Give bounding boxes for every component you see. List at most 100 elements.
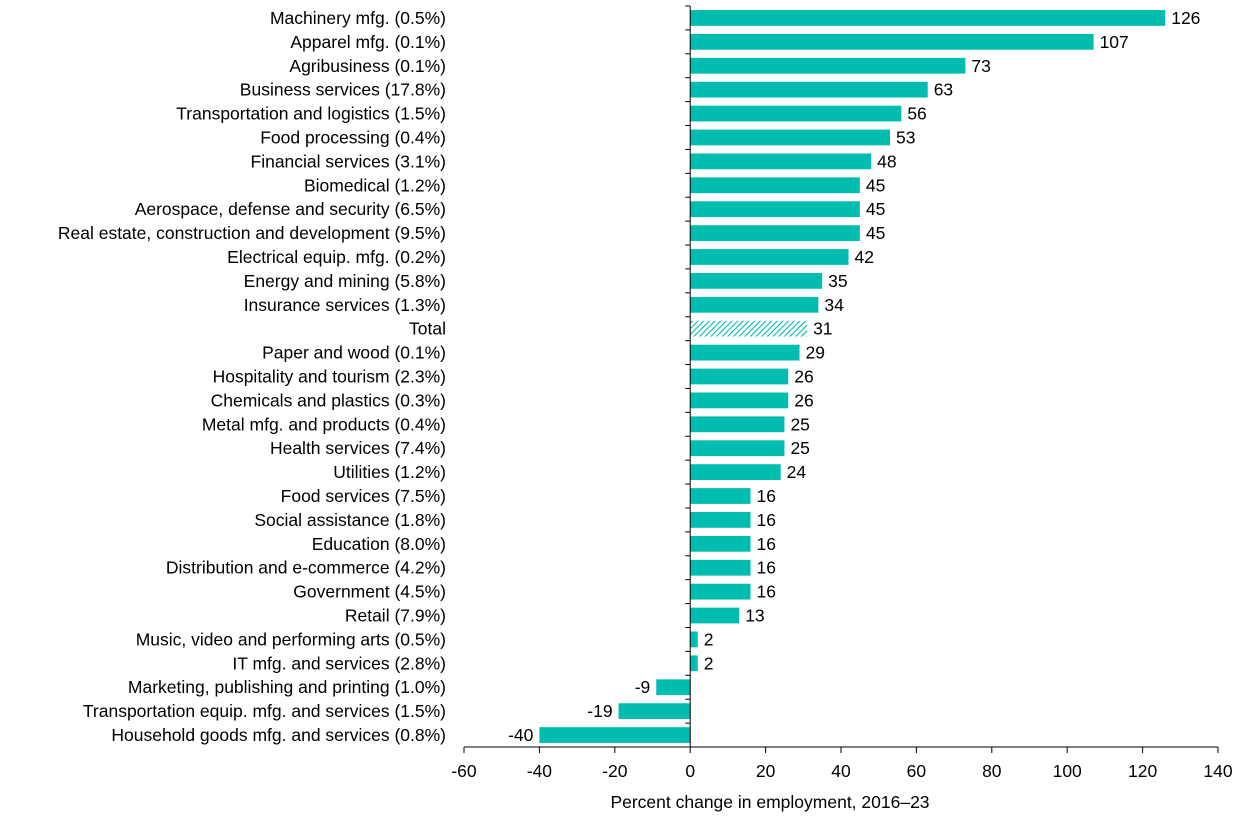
bar: [690, 57, 966, 74]
value-label: 73: [971, 56, 990, 76]
category-label: Electrical equip. mfg. (0.2%): [227, 247, 446, 267]
x-tick-label: -40: [527, 761, 553, 781]
value-label: 53: [896, 127, 915, 147]
category-label: Utilities (1.2%): [333, 462, 446, 482]
bar-total: [690, 320, 808, 337]
bar: [690, 416, 785, 433]
bar: [690, 105, 902, 122]
category-label: Household goods mfg. and services (0.8%): [111, 725, 446, 745]
bar: [539, 727, 691, 743]
axes-layer: [463, 5, 1219, 753]
x-tick-label: 140: [1203, 761, 1232, 781]
value-label: 35: [828, 271, 847, 291]
bar: [690, 225, 860, 241]
category-label: Food services (7.5%): [281, 486, 446, 506]
x-tick-label: 20: [756, 761, 776, 781]
category-label: Energy and mining (5.8%): [244, 271, 446, 291]
labels-layer: Machinery mfg. (0.5%) 126 Apparel mfg. (0.…: [58, 8, 1233, 781]
x-tick-label: 80: [982, 761, 1002, 781]
value-label: 16: [757, 582, 776, 602]
bar: [690, 488, 751, 504]
bar: [690, 129, 891, 146]
x-tick-label: 100: [1053, 761, 1082, 781]
x-tick-label: 0: [685, 761, 695, 781]
x-tick-label: -60: [451, 761, 477, 781]
value-label: 45: [866, 175, 885, 195]
bar: [690, 177, 860, 194]
category-label: Agribusiness (0.1%): [289, 56, 446, 76]
bar: [690, 33, 1094, 50]
value-label: 13: [745, 606, 764, 626]
value-label: 48: [877, 151, 896, 171]
value-label: 16: [757, 558, 776, 578]
bar: [690, 535, 751, 552]
category-label: Marketing, publishing and printing (1.0%…: [128, 677, 446, 697]
category-label: Apparel mfg. (0.1%): [290, 32, 446, 52]
category-label: Total: [409, 319, 446, 339]
category-label: Government (4.5%): [293, 582, 446, 602]
bar: [690, 153, 872, 170]
value-label: 42: [855, 247, 874, 267]
value-label: 2: [704, 653, 714, 673]
value-label: 63: [934, 80, 953, 100]
category-label: Music, video and performing arts (0.5%): [136, 629, 446, 649]
value-label: 107: [1100, 32, 1129, 52]
bar: [690, 583, 751, 600]
x-tick-label: 40: [831, 761, 851, 781]
bar: [690, 440, 785, 457]
x-tick-label: 60: [907, 761, 927, 781]
bar: [690, 10, 1166, 26]
value-label: 56: [907, 104, 926, 124]
value-label: 2: [704, 629, 714, 649]
bar: [690, 392, 789, 409]
category-label: Real estate, construction and developmen…: [58, 223, 446, 243]
bar: [690, 296, 819, 313]
category-label: Hospitality and tourism (2.3%): [213, 367, 446, 387]
x-tick-label: 120: [1128, 761, 1157, 781]
value-label: 26: [794, 390, 813, 410]
category-label: Machinery mfg. (0.5%): [270, 8, 446, 28]
bar: [690, 631, 698, 648]
category-label: Transportation and logistics (1.5%): [176, 104, 446, 124]
category-label: Business services (17.8%): [240, 80, 446, 100]
value-label: 25: [790, 414, 809, 434]
value-label: 45: [866, 223, 885, 243]
bar: [690, 201, 860, 218]
category-label: Health services (7.4%): [270, 438, 446, 458]
category-label: Financial services (3.1%): [251, 151, 446, 171]
category-label: Chemicals and plastics (0.3%): [211, 390, 446, 410]
category-label: Transportation equip. mfg. and services …: [83, 701, 446, 721]
bars-layer: [539, 10, 1166, 743]
value-label: 26: [794, 367, 813, 387]
bar: [618, 703, 691, 720]
value-label: 16: [757, 510, 776, 530]
category-label: IT mfg. and services (2.8%): [232, 653, 446, 673]
category-label: Social assistance (1.8%): [254, 510, 446, 530]
bar: [690, 81, 928, 98]
value-label: 24: [787, 462, 807, 482]
value-label: 29: [806, 343, 825, 363]
bar: [690, 368, 789, 385]
category-label: Aerospace, defense and security (6.5%): [135, 199, 446, 219]
value-label: -40: [508, 725, 534, 745]
bar: [690, 249, 849, 265]
bar: [690, 344, 800, 361]
value-label: 16: [757, 534, 776, 554]
category-label: Insurance services (1.3%): [244, 295, 446, 315]
value-label: 34: [824, 295, 844, 315]
category-label: Distribution and e-commerce (4.2%): [166, 558, 446, 578]
bar: [690, 512, 751, 528]
bar: [656, 679, 691, 696]
category-label: Paper and wood (0.1%): [262, 343, 446, 363]
value-label: 16: [757, 486, 776, 506]
category-label: Retail (7.9%): [345, 606, 446, 626]
bar: [690, 559, 751, 576]
bar: [690, 272, 823, 289]
bar: [690, 655, 698, 672]
category-label: Biomedical (1.2%): [304, 175, 446, 195]
bar: [690, 464, 781, 481]
value-label: 126: [1171, 8, 1200, 28]
value-label: 25: [790, 438, 809, 458]
value-label: -9: [635, 677, 651, 697]
